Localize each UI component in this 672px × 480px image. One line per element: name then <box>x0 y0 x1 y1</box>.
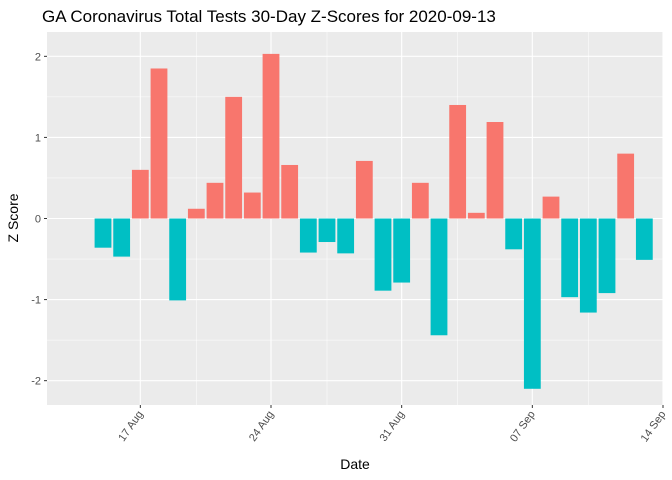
y-tick-label: -2 <box>31 376 41 388</box>
bar <box>243 192 261 219</box>
bar <box>374 218 392 291</box>
bar <box>393 218 411 283</box>
x-tick-label: 31 Aug <box>378 409 407 444</box>
bar <box>449 104 467 219</box>
bar <box>617 153 635 219</box>
bar <box>598 218 616 294</box>
bar <box>187 208 205 219</box>
chart-title: GA Coronavirus Total Tests 30-Day Z-Scor… <box>42 7 496 26</box>
bar <box>579 218 597 313</box>
y-tick-label: 0 <box>35 214 41 226</box>
bar <box>150 68 168 219</box>
bar <box>523 218 541 389</box>
x-tick-label: 14 Sep <box>639 409 669 444</box>
x-axis-title: Date <box>340 456 370 472</box>
bar <box>411 182 429 219</box>
bar <box>635 218 653 260</box>
x-tick-label: 07 Sep <box>508 409 538 444</box>
x-tick-label: 17 Aug <box>116 409 145 444</box>
bar <box>169 218 187 301</box>
bars <box>94 53 653 389</box>
bar <box>299 218 317 253</box>
y-axis-title: Z Score <box>5 193 21 242</box>
x-axis: 17 Aug 24 Aug 31 Aug 07 Sep 14 Sep <box>116 405 668 444</box>
y-axis: -2 -1 0 1 2 <box>31 51 47 388</box>
bar <box>281 164 299 219</box>
bar <box>225 96 243 219</box>
y-tick-label: 2 <box>35 51 41 63</box>
bar <box>206 182 224 219</box>
bar <box>337 218 355 254</box>
y-tick-label: -1 <box>31 295 41 307</box>
bar <box>430 218 448 336</box>
bar <box>542 196 560 219</box>
bar <box>467 212 485 219</box>
y-tick-label: 1 <box>35 132 41 144</box>
bar <box>355 160 373 219</box>
bar <box>262 53 280 219</box>
bar <box>94 218 112 248</box>
x-tick-label: 24 Aug <box>247 409 276 444</box>
bar <box>131 169 149 219</box>
bar <box>561 218 579 298</box>
bar <box>318 218 336 243</box>
bar <box>486 122 504 219</box>
bar <box>505 218 523 250</box>
bar <box>113 218 131 257</box>
